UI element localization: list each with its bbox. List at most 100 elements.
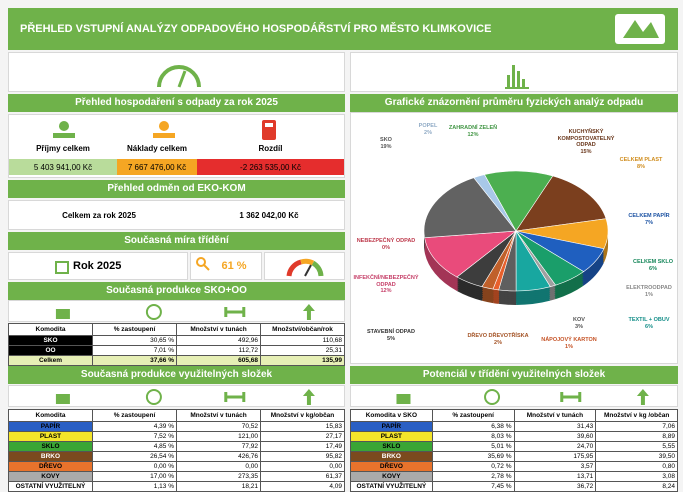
table-cell: Celkem [8,355,93,366]
column-header: % zastoupení [431,409,515,422]
recyclables-table-wrap: Komodita% zastoupení Množství v tunách Mno… [8,409,345,492]
table-row: DŘEVO 0,72 % 3,57 0,80 [350,461,678,472]
clock-icon [145,304,162,320]
cost-value: 7 667 476,00 Kč [117,159,197,175]
table-cell: DŘEVO [350,461,433,472]
table-cell: SKLO [350,441,433,452]
table-cell: 135,99 [260,355,345,366]
table-row: SKO 30,65 % 492,96 110,68 [8,335,345,346]
table-cell: 25,31 [260,345,345,356]
table-cell: 8,03 % [431,431,515,442]
icon-strip [396,389,649,405]
table-cell: 8,24 [595,481,678,492]
table-row: BRKO 35,69 % 175,95 39,50 [350,451,678,462]
slice-name: POPEL [418,123,438,129]
year-label: Rok 2025 [73,260,122,272]
clock-icon [145,389,162,405]
slice-name: STAVEBNÍ ODPAD [367,329,415,335]
cost-icon [153,121,175,138]
slice-name: DŘEVO DŘEVOTŘÍSKA [467,333,529,339]
stack-icon [55,309,70,319]
table-cell: 4,85 % [92,441,177,452]
difference-value: -2 263 535,00 Kč [197,159,344,175]
slice-label: DŘEVO DŘEVOTŘÍSKA 2% [463,333,533,346]
table-cell: 0,80 [595,461,678,472]
slice-value: 1% [645,291,653,298]
table-cell: 7,45 % [431,481,515,492]
rate-box: 61 % [190,252,262,280]
slice-value: 8% [637,163,645,170]
table-cell: 13,71 [513,471,597,482]
slice-label: INFEKČNÍ/NEBEZPEČNÝ ODPAD 12% [351,275,421,295]
slice-name: KOV [573,317,585,323]
table-cell: OSTATNÍ VYUŽITELNÝ [8,481,93,492]
table-cell: 2,78 % [431,471,515,482]
table-cell: 5,01 % [431,441,515,452]
table-cell: 0,00 [176,461,261,472]
ekokom-label: Celkem za rok 2025 [62,210,136,220]
slice-label: CELKEM PLAST 8% [606,157,676,170]
table-cell: 4,39 % [92,421,177,432]
table-row: OO 7,01 % 112,72 25,31 [8,345,345,356]
finance-panel: Příjmy celkem Náklady celkem Rozdíl 5 40… [8,114,345,178]
icon-row [8,300,345,322]
slice-value: 12% [380,288,392,294]
column-label: Náklady celkem [126,143,188,153]
year-box: Rok 2025 [8,252,188,280]
slice-label: ELEKTROODPAD 1% [614,285,683,298]
table-row: Celkem 37,66 % 605,68 135,99 [8,355,345,366]
column-label: Rozdíl [258,143,283,153]
table-cell: 7,06 [595,421,678,432]
slice-label: CELKEM SKLO 6% [618,259,683,272]
table-cell: 77,92 [176,441,261,452]
slice-label: SKO 19% [351,137,421,150]
table-cell: 6,38 % [431,421,515,432]
slice [423,177,517,239]
table-row: SKLO 5,01 % 24,70 5,55 [350,441,678,452]
slice-value: 6% [649,265,657,272]
table-cell: SKO [8,335,93,346]
column-header: Množství/občan/rok [260,323,345,336]
table-cell: 15,83 [260,421,345,432]
scale-icon [560,392,582,402]
icon-row [8,52,345,92]
table-cell: 8,89 [595,431,678,442]
table-cell: 0,72 % [431,461,515,472]
table-row: PLAST 7,52 % 121,00 27,17 [8,431,345,442]
table-cell: PAPÍR [8,421,93,432]
table-cell: 1,13 % [92,481,177,492]
gauge [286,258,324,277]
column-header: Komodita [8,323,93,336]
slice-value: 3% [575,323,583,330]
table-cell: 70,52 [176,421,261,432]
slice-name: TEXTIL + OBUV [628,317,670,323]
table-cell: 4,09 [260,481,345,492]
section-bar: Současná produkce SKO+OO [8,282,345,300]
slice-value: 5% [387,335,395,342]
gauge-box [264,252,345,280]
data-table: Komodita% zastoupení Množství v tunách Mno… [8,323,345,366]
table-cell: 5,55 [595,441,678,452]
table-cell: PLAST [8,431,93,442]
slice [424,230,517,278]
slice-value: 1% [565,343,573,350]
table-cell: KOVY [8,471,93,482]
slice-name: CELKEM PAPÍR [628,213,670,219]
table-cell: 3,08 [595,471,678,482]
slice-value: 2% [424,129,432,136]
income-value: 5 403 941,00 Kč [9,159,117,175]
table-cell: 30,65 % [92,335,177,346]
table-cell: 27,17 [260,431,345,442]
table-cell: 36,72 [513,481,597,492]
pie-chart [423,170,609,305]
slice-label: TEXTIL + OBUV 6% [614,317,683,330]
table-cell: 273,35 [176,471,261,482]
slice-label: ZAHRADNÍ ZELEŇ 12% [438,125,508,138]
table-row: BRKO 26,54 % 426,76 95,82 [8,451,345,462]
table-cell: 175,95 [513,451,597,462]
table-row: KOVY 2,78 % 13,71 3,08 [350,471,678,482]
table-cell: 492,96 [176,335,261,346]
table-cell: SKLO [8,441,93,452]
slice-value: 0% [382,244,390,251]
